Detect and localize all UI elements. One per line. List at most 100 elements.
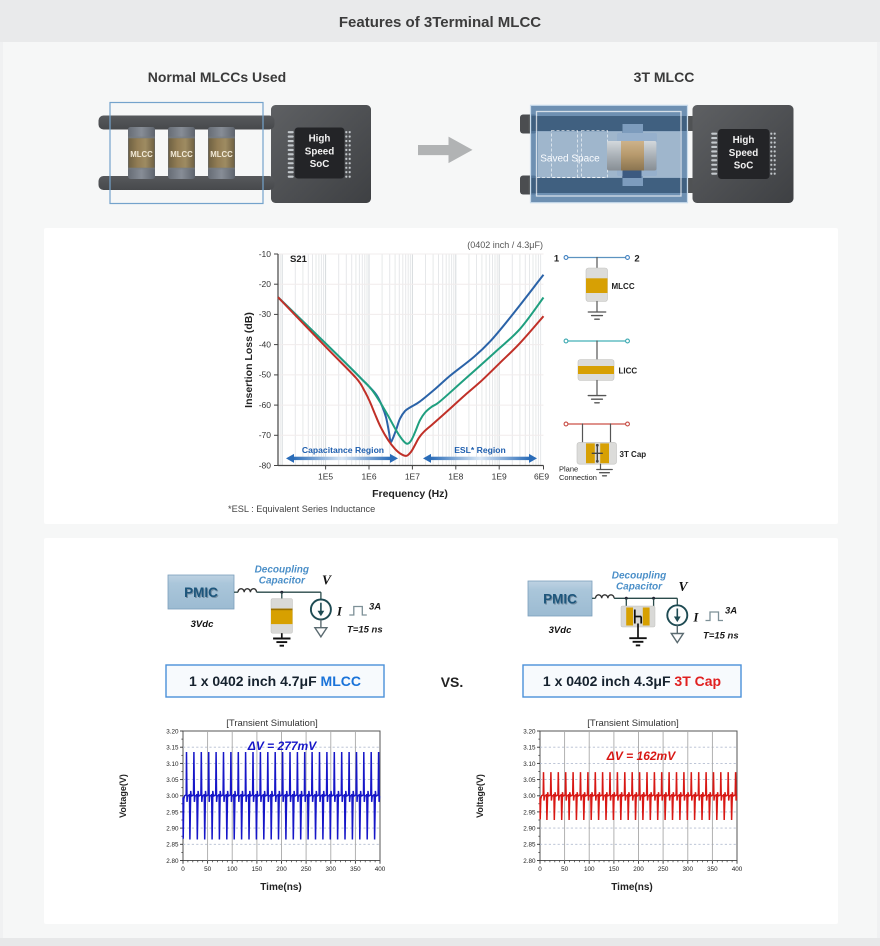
svg-text:3.20: 3.20 <box>166 728 179 735</box>
svg-text:Speed: Speed <box>305 147 334 158</box>
svg-text:3Vdc: 3Vdc <box>191 619 214 630</box>
svg-text:-10: -10 <box>259 249 272 259</box>
svg-text:Time(ns): Time(ns) <box>260 882 302 893</box>
svg-text:MLCC: MLCC <box>130 150 153 159</box>
svg-text:-30: -30 <box>259 309 272 319</box>
svg-text:3.00: 3.00 <box>523 793 536 800</box>
svg-text:ΔV = 162mV: ΔV = 162mV <box>606 749 676 763</box>
svg-text:Capacitor: Capacitor <box>616 582 663 593</box>
svg-text:I: I <box>693 611 700 625</box>
svg-text:100: 100 <box>227 866 238 873</box>
svg-text:150: 150 <box>609 866 620 873</box>
svg-text:MLCC: MLCC <box>612 282 635 291</box>
svg-text:V: V <box>322 573 332 588</box>
svg-text:PMIC: PMIC <box>544 593 578 608</box>
svg-text:LICC: LICC <box>619 367 638 376</box>
svg-text:3.05: 3.05 <box>166 777 179 784</box>
svg-text:I: I <box>336 605 343 619</box>
svg-text:3Vdc: 3Vdc <box>549 625 572 636</box>
svg-text:Insertion Loss (dB): Insertion Loss (dB) <box>243 312 255 408</box>
svg-text:100: 100 <box>584 866 595 873</box>
svg-text:2.90: 2.90 <box>523 826 536 833</box>
svg-text:(0402 inch / 4.3μF): (0402 inch / 4.3μF) <box>467 240 543 250</box>
svg-text:2.95: 2.95 <box>166 809 179 816</box>
svg-text:Capacitance Region: Capacitance Region <box>302 445 384 455</box>
svg-text:[Transient Simulation]: [Transient Simulation] <box>587 718 679 729</box>
svg-text:1 x 0402 inch 4.7μF MLCC: 1 x 0402 inch 4.7μF MLCC <box>189 673 361 689</box>
svg-text:300: 300 <box>683 866 694 873</box>
svg-text:200: 200 <box>276 866 287 873</box>
svg-text:250: 250 <box>301 866 312 873</box>
svg-text:PMIC: PMIC <box>185 586 219 601</box>
svg-text:*ESL : Equivalent Series Induc: *ESL : Equivalent Series Inductance <box>228 504 375 514</box>
svg-text:-20: -20 <box>259 279 272 289</box>
svg-text:T=15 ns: T=15 ns <box>703 631 739 642</box>
svg-text:MLCC: MLCC <box>210 150 233 159</box>
svg-text:V: V <box>679 579 689 594</box>
svg-text:2.80: 2.80 <box>523 858 536 865</box>
svg-text:S21: S21 <box>290 254 308 265</box>
svg-text:3T Cap: 3T Cap <box>620 450 647 459</box>
svg-text:3.10: 3.10 <box>166 761 179 768</box>
svg-text:6E9: 6E9 <box>534 472 549 482</box>
svg-text:1E7: 1E7 <box>405 472 420 482</box>
svg-text:SoC: SoC <box>310 159 330 170</box>
svg-text:0: 0 <box>538 866 542 873</box>
svg-text:PMIC: PMIC <box>184 585 218 600</box>
svg-text:-80: -80 <box>259 460 272 470</box>
svg-text:MLCC: MLCC <box>170 150 193 159</box>
svg-text:350: 350 <box>350 866 361 873</box>
svg-text:ΔV = 277mV: ΔV = 277mV <box>247 739 317 753</box>
svg-text:Voltage(V): Voltage(V) <box>475 774 485 818</box>
svg-text:Speed: Speed <box>729 148 758 159</box>
svg-text:1 x 0402 inch 4.3μF 3T Cap: 1 x 0402 inch 4.3μF 3T Cap <box>543 673 721 689</box>
svg-text:400: 400 <box>375 866 386 873</box>
svg-text:400: 400 <box>732 866 743 873</box>
svg-text:1E6: 1E6 <box>361 472 376 482</box>
svg-text:2: 2 <box>634 254 639 265</box>
svg-text:Capacitor: Capacitor <box>259 576 306 587</box>
svg-text:3.15: 3.15 <box>523 745 536 752</box>
svg-text:PMIC: PMIC <box>543 592 577 607</box>
svg-text:250: 250 <box>658 866 669 873</box>
svg-text:3A: 3A <box>725 606 737 617</box>
svg-text:350: 350 <box>707 866 718 873</box>
svg-text:SoC: SoC <box>734 161 754 172</box>
svg-text:VS.: VS. <box>441 674 464 690</box>
svg-text:50: 50 <box>204 866 212 873</box>
svg-text:T=15 ns: T=15 ns <box>347 625 383 636</box>
svg-text:1E5: 1E5 <box>318 472 333 482</box>
svg-text:-40: -40 <box>259 339 272 349</box>
svg-text:300: 300 <box>326 866 337 873</box>
svg-text:1E9: 1E9 <box>492 472 507 482</box>
svg-text:Decoupling: Decoupling <box>612 571 666 582</box>
svg-text:0: 0 <box>181 866 185 873</box>
svg-text:200: 200 <box>633 866 644 873</box>
svg-text:Decoupling: Decoupling <box>255 565 309 576</box>
svg-text:-60: -60 <box>259 400 272 410</box>
svg-text:2.80: 2.80 <box>166 858 179 865</box>
svg-text:2.85: 2.85 <box>523 842 536 849</box>
svg-text:3.10: 3.10 <box>523 761 536 768</box>
svg-text:3A: 3A <box>369 602 381 613</box>
svg-text:3.15: 3.15 <box>166 745 179 752</box>
svg-text:-70: -70 <box>259 430 272 440</box>
svg-text:High: High <box>733 135 755 146</box>
svg-text:1: 1 <box>554 254 560 265</box>
svg-text:3.05: 3.05 <box>523 777 536 784</box>
svg-text:2.90: 2.90 <box>166 826 179 833</box>
svg-text:Time(ns): Time(ns) <box>611 882 653 893</box>
svg-text:Normal MLCCs Used: Normal MLCCs Used <box>148 69 286 85</box>
svg-text:2.85: 2.85 <box>166 842 179 849</box>
svg-text:-50: -50 <box>259 370 272 380</box>
svg-text:2.95: 2.95 <box>523 809 536 816</box>
svg-text:3T MLCC: 3T MLCC <box>634 69 695 85</box>
svg-text:High: High <box>309 134 331 145</box>
svg-text:Connection: Connection <box>559 473 597 482</box>
svg-text:Saved Space: Saved Space <box>540 154 600 165</box>
svg-text:Plane: Plane <box>559 465 578 474</box>
svg-text:150: 150 <box>252 866 263 873</box>
svg-text:1E8: 1E8 <box>448 472 463 482</box>
svg-text:[Transient Simulation]: [Transient Simulation] <box>226 718 318 729</box>
svg-text:Voltage(V): Voltage(V) <box>118 774 128 818</box>
